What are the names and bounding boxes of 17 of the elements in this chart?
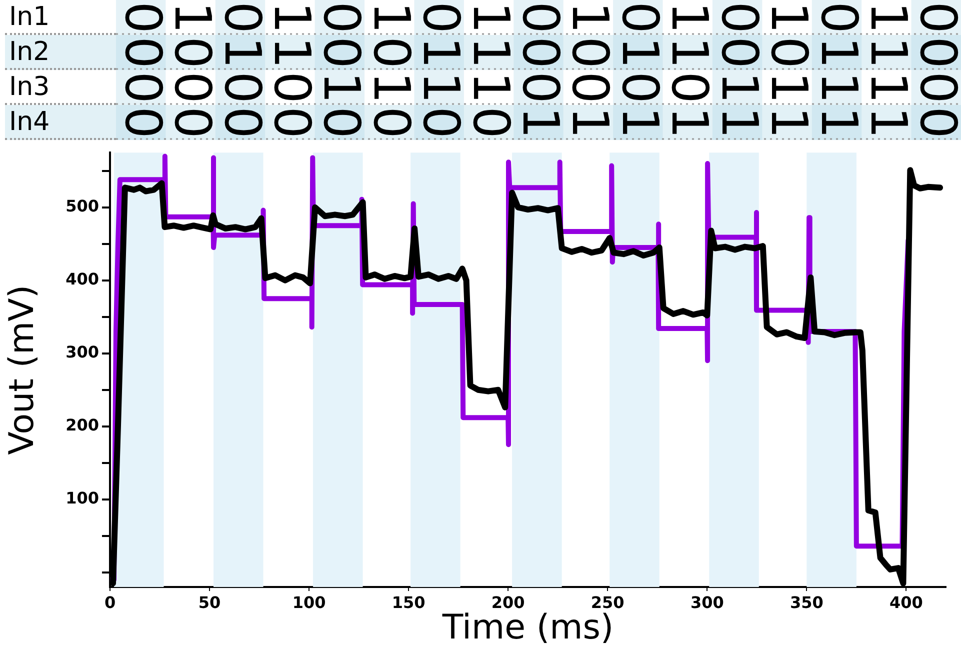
y-tick-label: 400 (66, 270, 99, 289)
y-tick-label: In3 (9, 72, 50, 102)
x-tick-label: 150 (392, 592, 426, 612)
y-tick-label: 200 (66, 416, 99, 435)
x-tick-label: 300 (690, 592, 724, 612)
y-tick-label: In1 (9, 2, 50, 32)
y-tick-label: 100 (66, 488, 99, 508)
x-tick-label: 350 (790, 592, 824, 612)
x-tick-label: 400 (889, 592, 923, 612)
x-tick-label: 0 (104, 592, 116, 612)
x-tick-label: 50 (198, 592, 221, 612)
y-tick-label: 300 (66, 342, 99, 362)
y-tick-label: In2 (9, 36, 50, 66)
y-tick-label: In4 (9, 106, 50, 136)
x-tick-label: 100 (292, 592, 326, 612)
y-tick-label: 500 (66, 196, 99, 216)
y-axis-title: Vout (mV) (2, 284, 42, 455)
